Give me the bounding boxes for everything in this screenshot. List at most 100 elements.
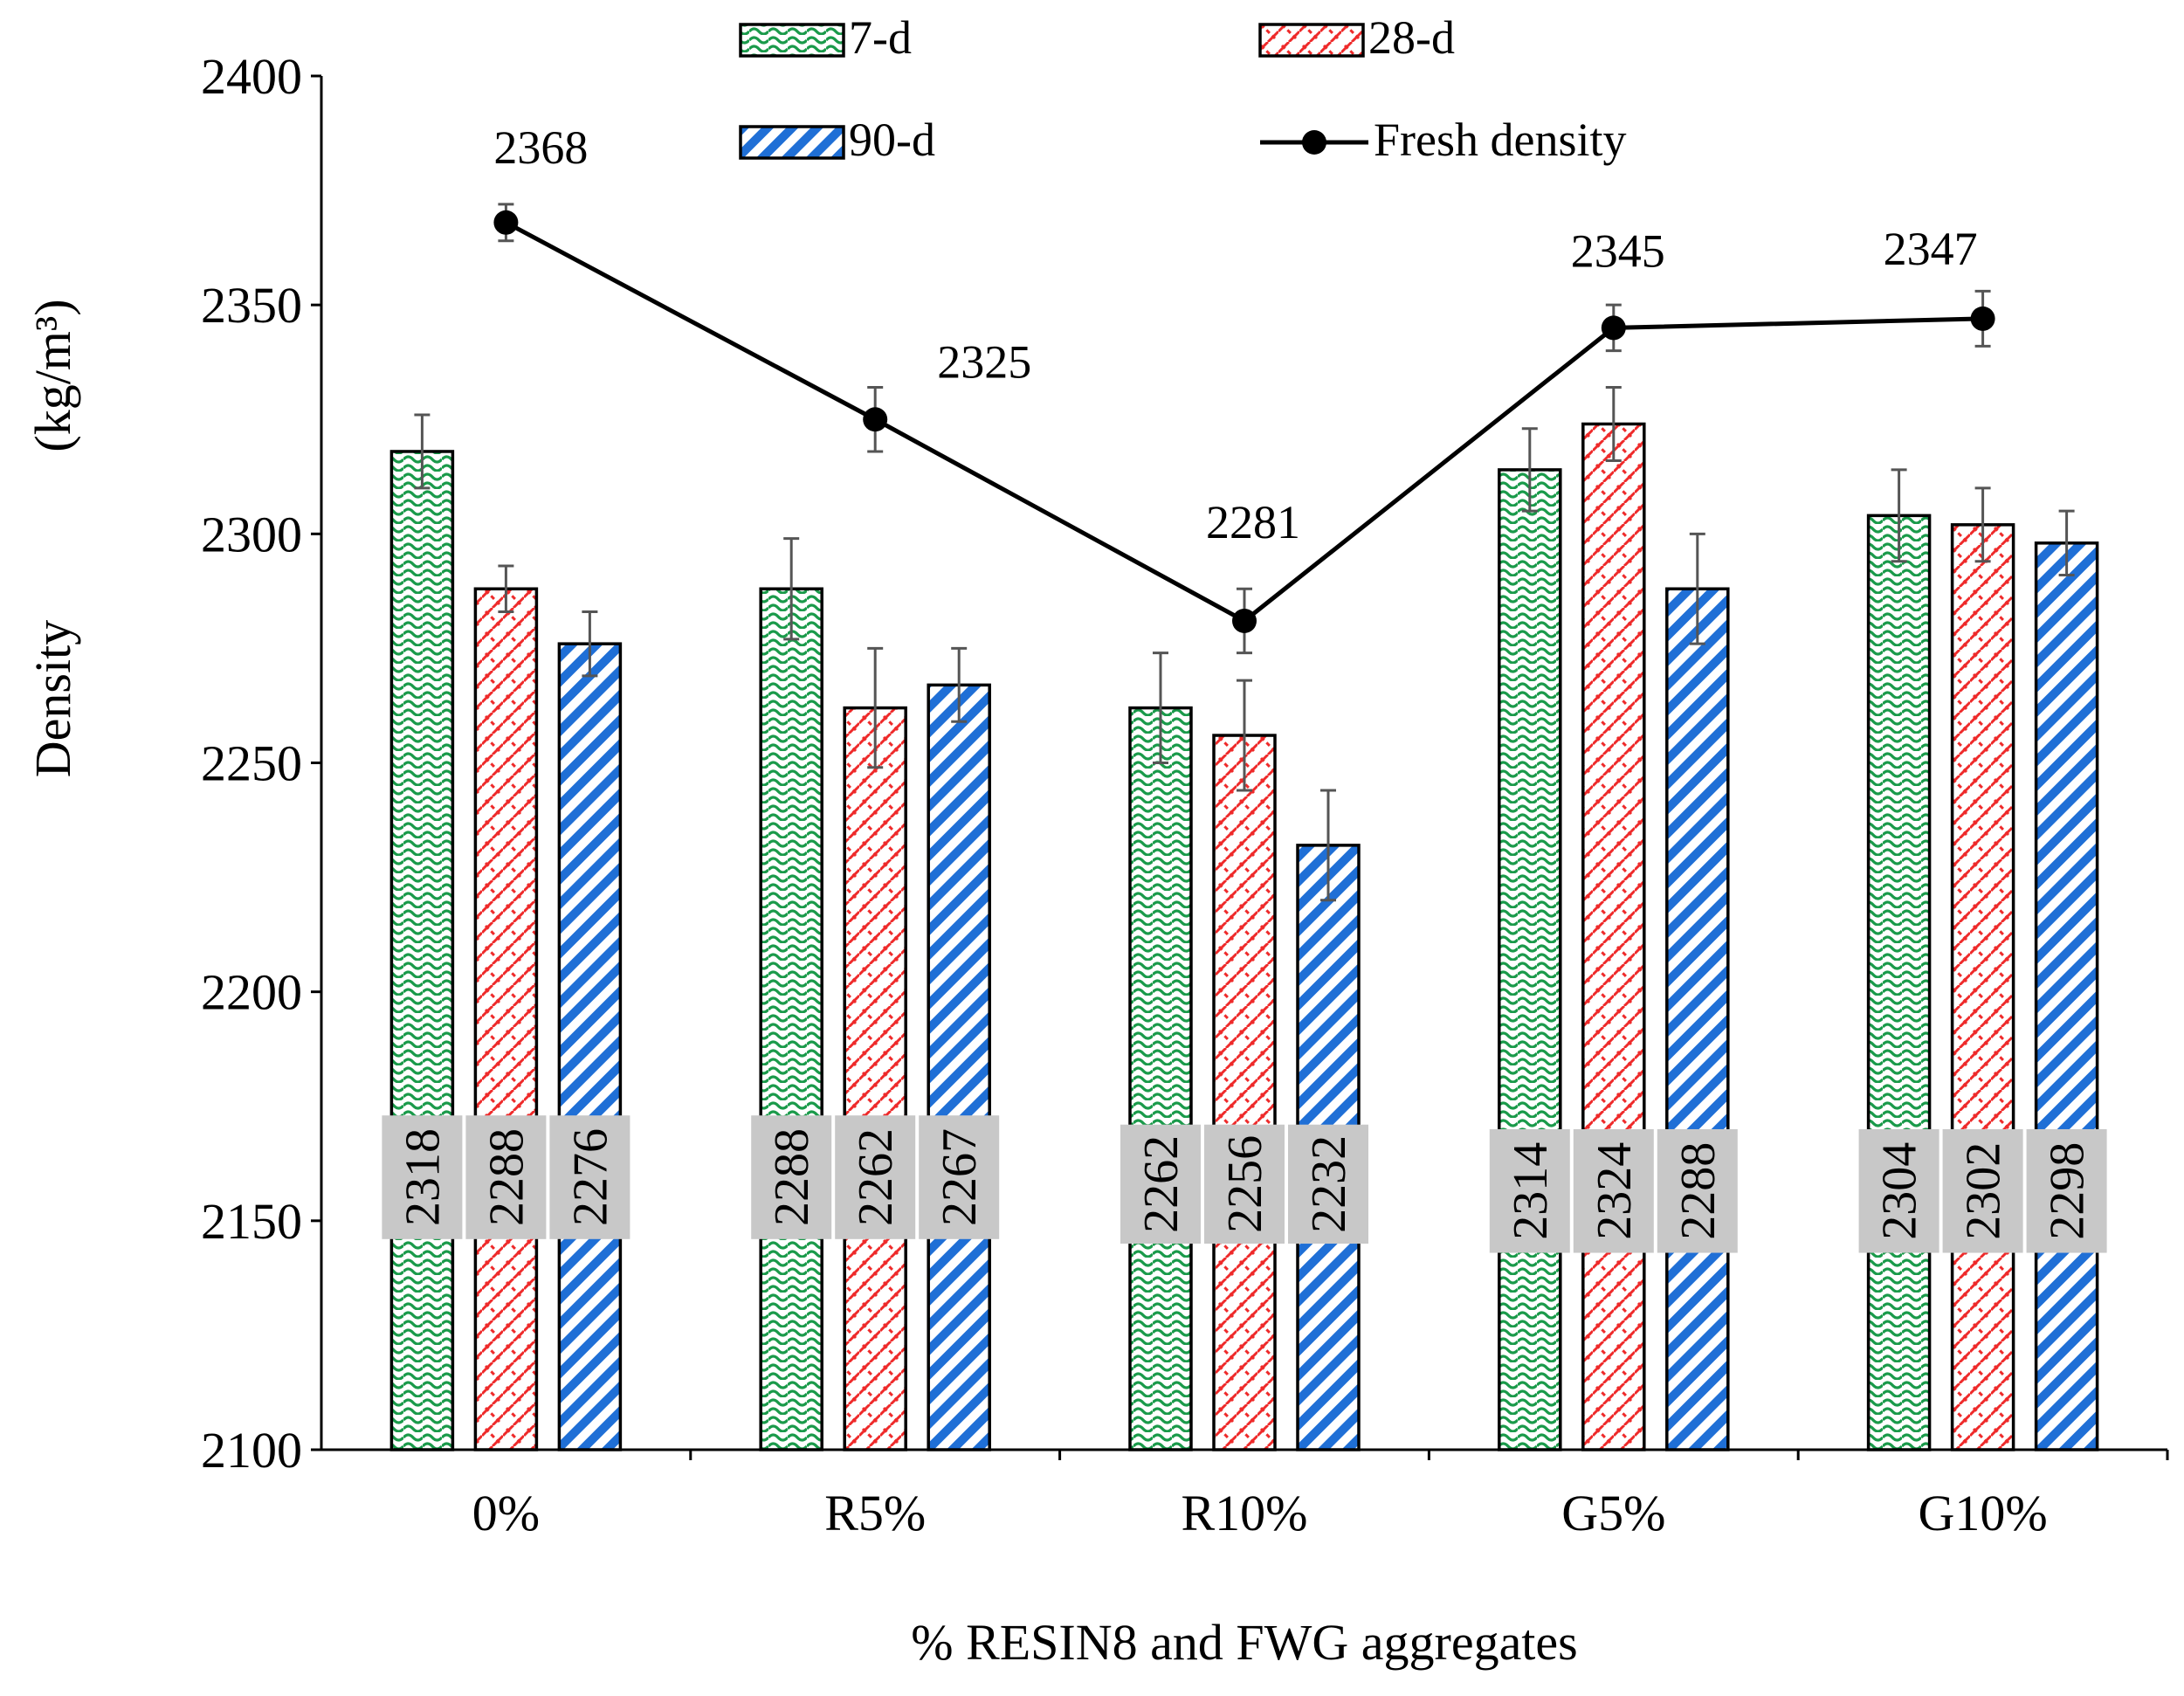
legend-label: 7-d [849, 11, 912, 64]
data-label-group: 2318 2288 2276 [382, 1115, 630, 1239]
legend-item: Fresh density [1260, 114, 1627, 166]
data-label-box [1204, 1124, 1285, 1244]
error-bar [1891, 468, 1907, 563]
data-label-box [2026, 1128, 2107, 1253]
data-label: 2276 [563, 1128, 617, 1226]
error-bar [1237, 679, 1252, 792]
data-label-box [1573, 1128, 1654, 1253]
bar-28-d-2 [1212, 734, 1277, 1451]
bars-group: 2318 2288 2276 2288 2262 2267 2262 2256 2232 2314… [382, 386, 2107, 1451]
data-label-box [751, 1115, 832, 1239]
data-label-group: 2288 2262 2267 [751, 1115, 1000, 1239]
y-tick-label: 2250 [201, 735, 302, 792]
y-tick-label: 2400 [201, 48, 302, 105]
x-category-label: 0% [472, 1485, 540, 1541]
error-bar [1521, 427, 1538, 513]
y-tick-label: 2350 [201, 277, 302, 334]
bar-28-d-3 [1581, 422, 1646, 1451]
y-tick-label: 2300 [201, 506, 302, 562]
fresh-density-label: 2281 [1206, 496, 1300, 548]
bar-7-d-2 [1128, 706, 1193, 1451]
error-bar [1689, 532, 1705, 645]
bar-90-d-0 [557, 642, 623, 1451]
bar-28-d-1 [843, 706, 907, 1451]
data-label-box [1942, 1128, 2023, 1253]
data-label-group: 2262 2256 2232 [1120, 1124, 1368, 1244]
data-label-box [919, 1115, 1000, 1239]
y-axis-title: Density [24, 620, 81, 777]
y-tick-label: 2100 [201, 1422, 302, 1479]
error-bar [1974, 486, 1991, 563]
data-label: 2262 [849, 1128, 903, 1226]
bar-28-d-0 [473, 587, 539, 1451]
y-tick-label: 2150 [201, 1193, 302, 1250]
data-label-box [549, 1115, 630, 1239]
x-category-label: R5% [824, 1485, 926, 1541]
error-bar [2058, 509, 2075, 577]
data-label: 2288 [765, 1128, 819, 1226]
data-label-box [1489, 1128, 1570, 1253]
legend-label: Fresh density [1374, 114, 1627, 166]
y-axis-title-unit: (kg/m³) [24, 299, 81, 452]
legend-item: 28-d [1258, 11, 1455, 64]
data-label: 2298 [2041, 1142, 2095, 1240]
data-label-group: 2304 2302 2298 [1858, 1128, 2107, 1253]
error-bar [1605, 386, 1622, 462]
legend-swatch-28-d [1258, 23, 1365, 58]
data-label: 2302 [1957, 1142, 2011, 1240]
bar-7-d-4 [1866, 514, 1932, 1451]
x-category-label: G5% [1561, 1485, 1665, 1541]
data-label-group: 2314 2324 2288 [1489, 1128, 1738, 1253]
fresh-density-label: 2345 [1571, 224, 1665, 277]
axes: 2100 2150 2200 2250 2300 2350 2400 0% R5% R10% G5%… [201, 48, 2169, 1541]
fresh-density-label: 2347 [1884, 223, 1978, 275]
x-axis-title: % RESIN8 and FWG aggregates [911, 1614, 1578, 1671]
fresh-density-label: 2368 [493, 121, 588, 174]
data-label: 2288 [1671, 1142, 1726, 1240]
data-label-box [465, 1115, 547, 1239]
data-label-box [1120, 1124, 1201, 1244]
data-label-box [1657, 1128, 1738, 1253]
data-label-box [835, 1115, 916, 1239]
error-bar [1153, 652, 1168, 764]
error-bar [414, 413, 431, 490]
legend-label: 90-d [849, 114, 935, 166]
error-bar [582, 610, 598, 678]
legend-swatch-7-d [739, 23, 845, 58]
bar-28-d-4 [1950, 523, 2015, 1451]
bar-7-d-1 [759, 587, 823, 1451]
fresh-density-line-group: 2368 2325 2281 2345 2347 [493, 121, 1995, 655]
bar-7-d-0 [389, 450, 455, 1451]
data-label-box [1858, 1128, 1939, 1253]
data-label: 2288 [479, 1128, 534, 1226]
bar-90-d-4 [2034, 541, 2099, 1451]
fresh-density-point [1232, 608, 1257, 633]
data-label: 2267 [933, 1128, 987, 1226]
fresh-density-point [1601, 315, 1626, 341]
fresh-density-label: 2325 [937, 335, 1031, 388]
data-label: 2232 [1302, 1135, 1356, 1233]
x-category-label: G10% [1918, 1485, 2047, 1541]
legend: 7-d 28-d 90-d Fresh density [739, 11, 1627, 166]
x-category-label: R10% [1182, 1485, 1308, 1541]
error-bar [1320, 789, 1336, 902]
data-label-box [1288, 1124, 1368, 1244]
legend-label: 28-d [1368, 11, 1455, 64]
bar-7-d-3 [1498, 468, 1562, 1451]
bar-90-d-3 [1665, 587, 1730, 1451]
legend-line-marker [1302, 130, 1326, 155]
legend-swatch-90-d [739, 125, 845, 160]
error-bar [951, 646, 968, 723]
data-label: 2304 [1873, 1142, 1927, 1240]
data-label: 2262 [1134, 1135, 1188, 1233]
fresh-density-point [863, 407, 888, 432]
error-bar [498, 564, 514, 613]
data-label-box [382, 1115, 463, 1239]
bar-90-d-1 [927, 683, 991, 1451]
fresh-density-point [493, 210, 519, 235]
error-bar [867, 646, 884, 769]
data-label: 2324 [1588, 1142, 1642, 1240]
data-label: 2314 [1504, 1142, 1558, 1240]
fresh-density-line [505, 220, 1983, 624]
